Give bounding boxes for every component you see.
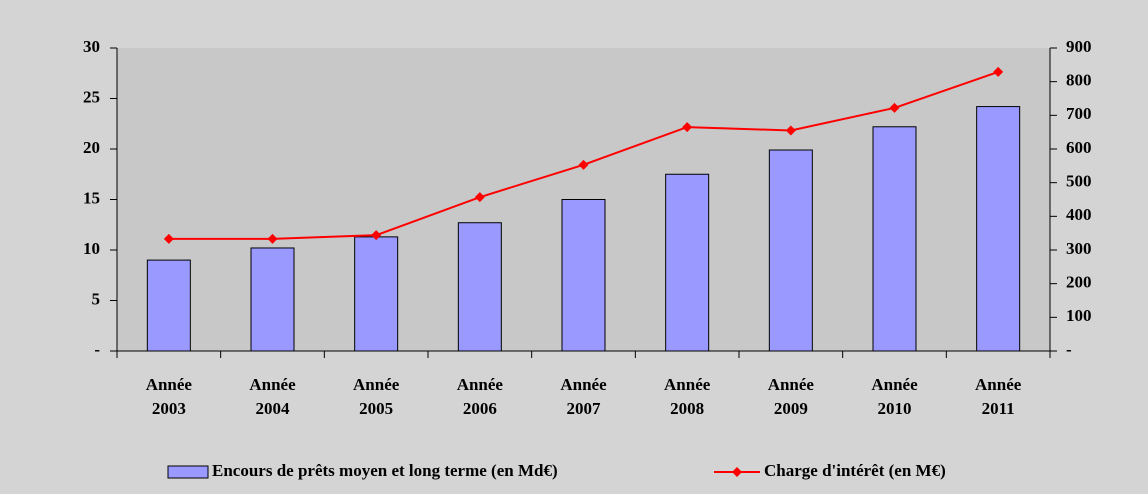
legend-label: Encours de prêts moyen et long terme (en…: [212, 461, 558, 480]
y-tick-label: -: [1066, 340, 1072, 359]
y-tick-label: 30: [83, 37, 100, 56]
bar: [561, 199, 606, 352]
x-tick-label: Année 2011: [975, 375, 1022, 418]
y-tick-label: -: [94, 340, 100, 359]
bar: [146, 259, 191, 352]
legend-swatch: [167, 465, 209, 479]
y-tick-label: 20: [83, 138, 100, 157]
y-tick-label: 500: [1066, 172, 1092, 191]
y-tick-label: 300: [1066, 239, 1092, 258]
legend-marker: [732, 467, 742, 477]
y-tick-label: 700: [1066, 104, 1092, 123]
bar: [250, 247, 295, 352]
bar: [457, 222, 502, 352]
y-tick-label: 900: [1066, 37, 1092, 56]
y-tick-label: 600: [1066, 138, 1092, 157]
y-tick-label: 10: [83, 239, 100, 258]
marker: [889, 102, 900, 113]
marker: [371, 230, 382, 241]
bar: [872, 126, 917, 352]
legend-label: Charge d'intérêt (en M€): [764, 461, 946, 480]
marker: [785, 125, 796, 136]
bar: [768, 149, 813, 352]
y-tick-label: 100: [1066, 306, 1092, 325]
x-tick-label: Année 2008: [664, 375, 711, 418]
x-tick-label: Année 2006: [456, 375, 503, 418]
marker: [578, 159, 589, 170]
y-tick-label: 400: [1066, 205, 1092, 224]
y-tick-label: 15: [83, 188, 100, 207]
x-tick-label: Année 2004: [249, 375, 296, 418]
marker: [993, 66, 1004, 77]
x-tick-label: Année 2010: [871, 375, 918, 418]
x-tick-label: Année 2003: [145, 375, 192, 418]
x-tick-label: Année 2009: [767, 375, 814, 418]
bar: [976, 106, 1021, 352]
marker: [163, 233, 174, 244]
marker: [682, 122, 693, 133]
marker: [474, 192, 485, 203]
y-tick-label: 25: [83, 87, 100, 106]
bar: [665, 173, 710, 352]
x-tick-label: Année 2005: [353, 375, 400, 418]
bar: [354, 236, 399, 352]
x-tick-label: Année 2007: [560, 375, 607, 418]
marker: [267, 233, 278, 244]
y-tick-label: 5: [92, 289, 101, 308]
y-tick-label: 200: [1066, 273, 1092, 292]
y-tick-label: 800: [1066, 71, 1092, 90]
